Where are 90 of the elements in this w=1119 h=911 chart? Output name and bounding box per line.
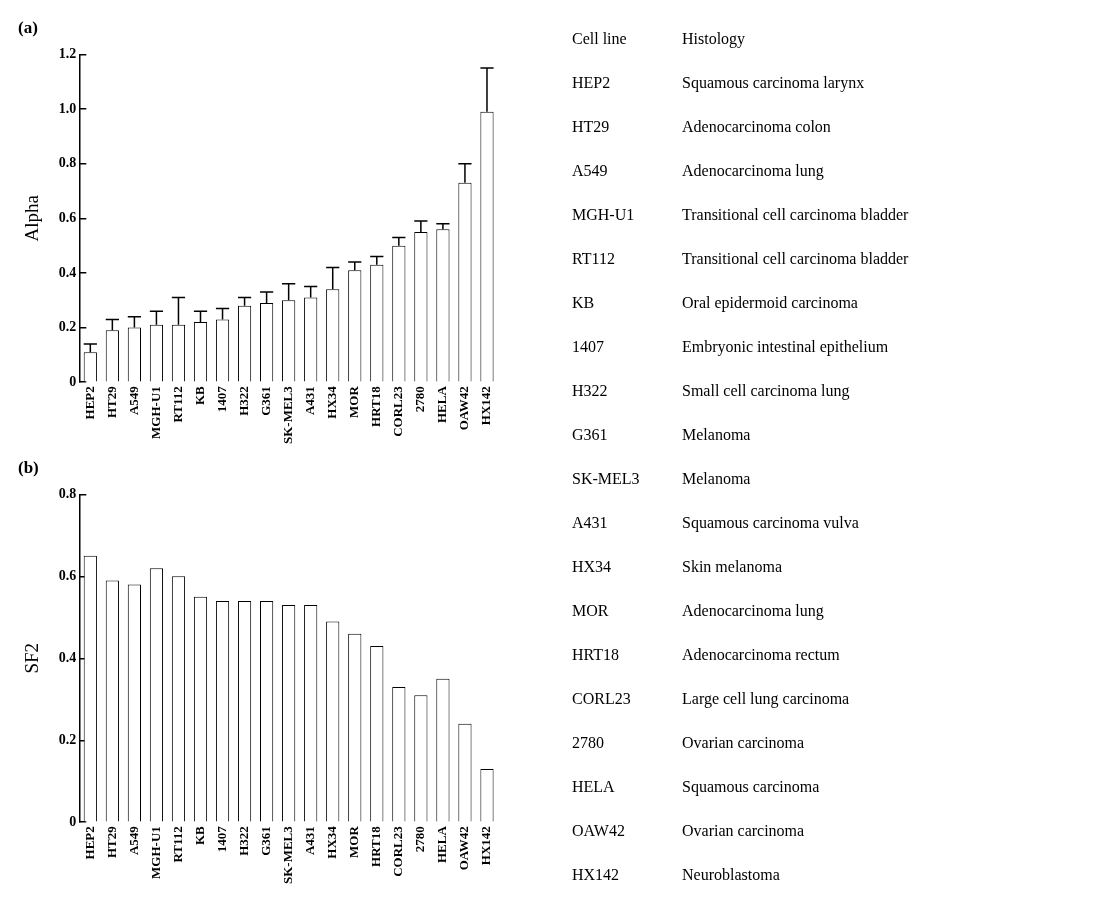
x-tick-label: 1407	[213, 385, 229, 413]
x-tick-label: HX142	[478, 386, 494, 426]
text: Ovarian carcinoma	[682, 822, 805, 839]
x-tick-label: HX142	[478, 826, 494, 866]
text: A431	[572, 514, 608, 531]
x-tick-label: HELA	[434, 385, 450, 424]
x-tick-label: A549	[125, 825, 141, 856]
x-tick-label: HEP2	[81, 826, 97, 860]
x-tick-label: MGH-U1	[147, 826, 163, 879]
text: Melanoma	[682, 426, 751, 443]
y-tick-label: 0.8	[58, 155, 77, 171]
x-tick-label: HX34	[324, 825, 340, 859]
x-tick-label: MGH-U1	[147, 386, 163, 439]
x-tick-label: HRT18	[368, 385, 384, 427]
x-tick-label: H322	[235, 826, 251, 856]
x-tick-label: OAW42	[456, 826, 472, 871]
text: Transitional cell carcinoma bladder	[682, 250, 909, 267]
x-tick-label: H322	[235, 386, 251, 416]
text: HT29	[572, 118, 610, 135]
text: Large cell lung carcinoma	[682, 690, 850, 707]
x-tick-label: RT112	[169, 826, 185, 863]
y-tick-label: 1.0	[58, 100, 77, 116]
text: Oral epidermoid carcinoma	[682, 294, 858, 311]
x-tick-label: KB	[191, 825, 207, 846]
y-tick-label: 0.2	[58, 319, 77, 335]
x-tick-label: A431	[302, 386, 318, 416]
x-tick-label: 2780	[412, 826, 428, 853]
text: HEP2	[572, 74, 611, 91]
text: 2780	[572, 734, 604, 751]
text: Small cell carcinoma lung	[682, 382, 850, 399]
text: Adenocarcinoma lung	[682, 162, 824, 179]
text: CORL23	[572, 690, 631, 707]
text: Ovarian carcinoma	[682, 734, 805, 751]
x-tick-label: G361	[257, 826, 273, 856]
text: MOR	[572, 602, 609, 619]
y-tick-label: 0.2	[58, 731, 77, 747]
text: Adenocarcinoma colon	[682, 118, 831, 135]
x-tick-label: CORL23	[390, 825, 406, 877]
text: Neuroblastoma	[682, 866, 780, 883]
x-tick-label: HT29	[103, 385, 119, 419]
x-tick-label: KB	[191, 385, 207, 406]
text: KB	[572, 294, 595, 311]
text: A549	[572, 162, 608, 179]
text: Adenocarcinoma lung	[682, 602, 824, 619]
y-tick-label: 0.6	[58, 209, 77, 225]
text: Squamous carcinoma vulva	[682, 514, 859, 531]
x-tick-label: HELA	[434, 825, 450, 864]
chart-title: (b)	[18, 457, 39, 477]
chart-title: (a)	[18, 17, 38, 37]
x-tick-label: G361	[257, 386, 273, 416]
text: Transitional cell carcinoma bladder	[682, 206, 909, 223]
category-label: Histology	[682, 30, 747, 50]
text: HELA	[572, 778, 615, 795]
text: SK-MEL3	[572, 470, 640, 487]
text: HX34	[572, 558, 612, 575]
text: Adenocarcinoma rectum	[682, 646, 840, 663]
text: Melanoma	[682, 470, 751, 487]
y-tick-label: 0.4	[58, 649, 77, 665]
x-tick-label: RT112	[169, 386, 185, 423]
y-axis-title: Alpha	[21, 194, 43, 242]
y-tick-label: 0.8	[58, 486, 77, 502]
x-tick-label: MOR	[346, 385, 362, 418]
y-tick-label: 0	[69, 373, 77, 389]
text: Embryonic intestinal epithelium	[682, 338, 889, 355]
text: Skin melanoma	[682, 558, 782, 575]
y-tick-label: 0.6	[58, 567, 77, 583]
x-tick-label: HX34	[324, 385, 340, 419]
text: Squamous carcinoma larynx	[682, 74, 865, 91]
x-tick-label: HRT18	[368, 825, 384, 867]
x-tick-label: A549	[125, 385, 141, 416]
x-tick-label: CORL23	[390, 385, 406, 437]
category-label: Cell line	[572, 30, 628, 49]
y-tick-label: 0	[69, 813, 77, 829]
text: 1407	[572, 338, 604, 355]
x-tick-label: 2780	[412, 386, 428, 413]
x-tick-label: SK-MEL3	[280, 825, 296, 885]
x-tick-label: HEP2	[81, 386, 97, 420]
text: HRT18	[572, 646, 620, 663]
text: MGH-U1	[572, 206, 635, 223]
x-tick-label: HT29	[103, 825, 119, 859]
x-tick-label: 1407	[213, 825, 229, 853]
y-tick-label: 0.4	[58, 264, 77, 280]
text: Squamous carcinoma	[682, 778, 820, 795]
x-tick-label: OAW42	[456, 386, 472, 431]
x-tick-label: A431	[302, 826, 318, 856]
x-tick-label: MOR	[346, 825, 362, 858]
x-tick-label: SK-MEL3	[280, 385, 296, 445]
text: RT112	[572, 250, 615, 267]
y-axis-title: SF2	[21, 642, 43, 674]
y-tick-label: 1.2	[58, 46, 77, 62]
